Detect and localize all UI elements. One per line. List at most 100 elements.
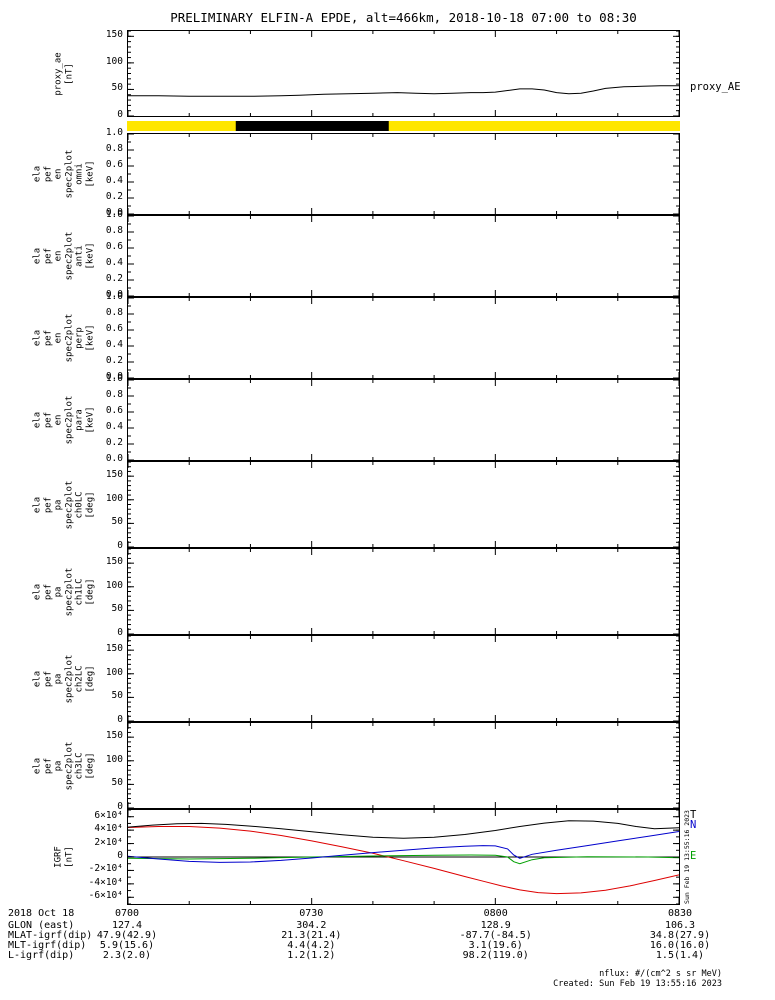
footer-value: 106.3: [664, 920, 696, 931]
glon-label: GLON (east): [8, 920, 75, 931]
en_omni-ytick-label: 0.6: [105, 159, 123, 170]
en_perp-ylabel: ela pef en spec2plot perp [keV]: [32, 313, 96, 363]
footer-value: 1.2(1.2): [287, 950, 336, 961]
lshell-label: L-igrf(dip): [8, 950, 75, 961]
proxy_ae-ylabel-wrap: proxy_ae [nT]: [22, 30, 106, 117]
energy-spec-anti-area: [127, 215, 680, 297]
mlat-label: MLAT-igrf(dip): [8, 930, 93, 941]
pa_ch0lc-ytick-label: 50: [111, 516, 123, 528]
en_para-ytick-label: 0.6: [105, 405, 123, 416]
en_anti-ytick-label: 0.2: [105, 273, 123, 284]
nflux-units-note: nflux: #/(cm^2 s sr MeV): [599, 969, 722, 979]
footer-value: 128.9: [480, 920, 511, 931]
en_omni-ytick-label: 0.2: [105, 191, 123, 202]
side-timestamp-wrap: Sun Feb 19 13:55:16 2023: [680, 808, 694, 906]
igrf-svg: [128, 810, 679, 904]
x-axis-tick-label: 0800: [483, 908, 508, 919]
panel-availability-bar: [0, 121, 775, 131]
pa-spec-ch2lc-area: [127, 635, 680, 722]
igrf-ytick-label: 0: [117, 850, 123, 861]
igrf-ylabel-wrap: IGRF [nT]: [22, 809, 106, 905]
en_omni-ylabel-wrap: ela pef en spec2plot omni [keV]: [22, 133, 106, 215]
proxy_ae-legend-proxy_AE: proxy_AE: [690, 81, 741, 93]
axis-ticks: [128, 380, 679, 460]
igrf-legend-E: E: [690, 850, 697, 862]
igrf-ytick-label: -6×10⁴: [88, 890, 123, 902]
footer-value: 34.8(27.9): [649, 930, 711, 941]
pa_ch2lc-svg: [128, 636, 679, 721]
pa_ch0lc-ylabel: ela pef pa spec2plot ch0LC [deg]: [32, 480, 96, 529]
pa_ch3lc-svg: [128, 723, 679, 808]
en_omni-ytick-label: 0.8: [105, 143, 123, 154]
pa_ch2lc-ytick-label: 50: [111, 690, 123, 702]
en_anti-svg: [128, 216, 679, 296]
en_omni-ytick-label: 0.0: [105, 207, 123, 218]
proxy_ae-ylabel: proxy_ae [nT]: [53, 51, 75, 96]
pa_ch3lc-ytick-label: 100: [105, 753, 123, 765]
en_para-ytick-label: 0.2: [105, 437, 123, 448]
pa_ch3lc-ytick-label: 50: [111, 777, 123, 789]
footer-row-lshell: L-igrf(dip) 2.3(2.0) 1.2(1.2) 98.2(119.0) 1…: [0, 950, 775, 961]
availability-filled: [235, 121, 389, 131]
en_anti-ytick-label: 1.0: [105, 209, 123, 220]
pa_ch2lc-ylabel-wrap: ela pef pa spec2plot ch2LC [deg]: [22, 635, 106, 722]
availability-bar-area: [127, 121, 680, 131]
proxy_ae-ytick-label: 100: [105, 55, 123, 67]
en_perp-ytick-label: 0.8: [105, 307, 123, 318]
en_perp-ytick-label: 1.0: [105, 291, 123, 302]
en_perp-ytick-label: 0.6: [105, 323, 123, 334]
pa_ch1lc-svg: [128, 549, 679, 634]
pa_ch0lc-ytick-label: 100: [105, 492, 123, 504]
pa_ch1lc-ylabel: ela pef pa spec2plot ch1LC [deg]: [32, 567, 96, 616]
proxy-ae-plot-area: [127, 30, 680, 117]
en_omni-ylabel: ela pef en spec2plot omni [keV]: [32, 149, 96, 199]
pa_ch2lc-ytick-label: 150: [105, 643, 123, 655]
axis-ticks: [128, 31, 679, 116]
pa_ch3lc-ytick-label: 150: [105, 730, 123, 742]
panel-energy-spec-para: 0.0 0.2 0.4 0.6 0.8 1.0 ela pef en spec2plot p…: [0, 374, 775, 464]
igrf-legend-N: N: [690, 819, 697, 831]
en_para-ytick-label: 0.0: [105, 453, 123, 464]
pa_ch0lc-svg: [128, 462, 679, 547]
igrf-plot-area: [127, 809, 680, 905]
footer-value: 21.3(21.4): [281, 930, 342, 941]
mlt-label: MLT-igrf(dip): [8, 940, 87, 951]
en_para-ytick-label: 0.8: [105, 389, 123, 400]
footer-row-mlat: MLAT-igrf(dip) 47.9(42.9) 21.3(21.4) -87.7…: [0, 930, 775, 941]
plot-title: PRELIMINARY ELFIN-A EPDE, alt=466km, 201…: [170, 10, 637, 25]
footer-value: 16.0(16.0): [649, 940, 711, 951]
panel-energy-spec-perp: 0.0 0.2 0.4 0.6 0.8 1.0 ela pef en spec2plot p…: [0, 292, 775, 382]
series-(red): [128, 826, 679, 895]
igrf-ytick-label: 4×10⁴: [94, 823, 123, 835]
footer-value: 304.2: [296, 920, 327, 931]
pa_ch3lc-ylabel-wrap: ela pef pa spec2plot ch3LC [deg]: [22, 722, 106, 809]
en_para-ytick-label: 0.4: [105, 421, 123, 432]
panel-pa-spec-ch0lc: 0 50 100 150 ela pef pa spec2plot ch0LC [deg…: [0, 461, 775, 551]
x-axis-tick-label: 0730: [299, 908, 324, 919]
pa_ch1lc-ytick-label: 0: [117, 627, 123, 638]
footer-value: 98.2(119.0): [462, 950, 529, 961]
footer-value: 47.9(42.9): [96, 930, 158, 941]
proxy_ae-ytick-label: 150: [105, 29, 123, 41]
en_anti-ytick-label: 0.6: [105, 241, 123, 252]
footer-row-glon: GLON (east) 127.4 304.2 128.9 106.3: [0, 920, 775, 931]
en_omni-ytick-label: 1.0: [105, 127, 123, 138]
pa_ch3lc-ytick-label: 0: [117, 801, 123, 812]
en_perp-ytick-label: 0.2: [105, 355, 123, 366]
pa_ch0lc-ytick-label: 0: [117, 540, 123, 551]
footer-row-mlt: MLT-igrf(dip) 5.9(15.6) 4.4(4.2) 3.1(19.6)…: [0, 940, 775, 951]
energy-spec-perp-area: [127, 297, 680, 379]
side-timestamp: Sun Feb 19 13:55:16 2023: [683, 810, 691, 904]
footer-value: 1.5(1.4): [655, 950, 705, 961]
x-axis-tick-label: 0700: [114, 908, 140, 919]
panel-energy-spec-omni: 0.0 0.2 0.4 0.6 0.8 1.0 ela pef en spec2plot o…: [0, 128, 775, 218]
axis-ticks: [128, 549, 679, 634]
panel-pa-spec-ch1lc: 0 50 100 150 ela pef pa spec2plot ch1LC [deg…: [0, 548, 775, 638]
igrf-ylabel: IGRF [nT]: [53, 846, 75, 868]
en_omni-svg: [128, 134, 679, 214]
en_perp-ylabel-wrap: ela pef en spec2plot perp [keV]: [22, 297, 106, 379]
date-label: 2018 Oct 18: [8, 908, 75, 919]
en_para-svg: [128, 380, 679, 460]
pa_ch1lc-ytick-label: 100: [105, 579, 123, 591]
